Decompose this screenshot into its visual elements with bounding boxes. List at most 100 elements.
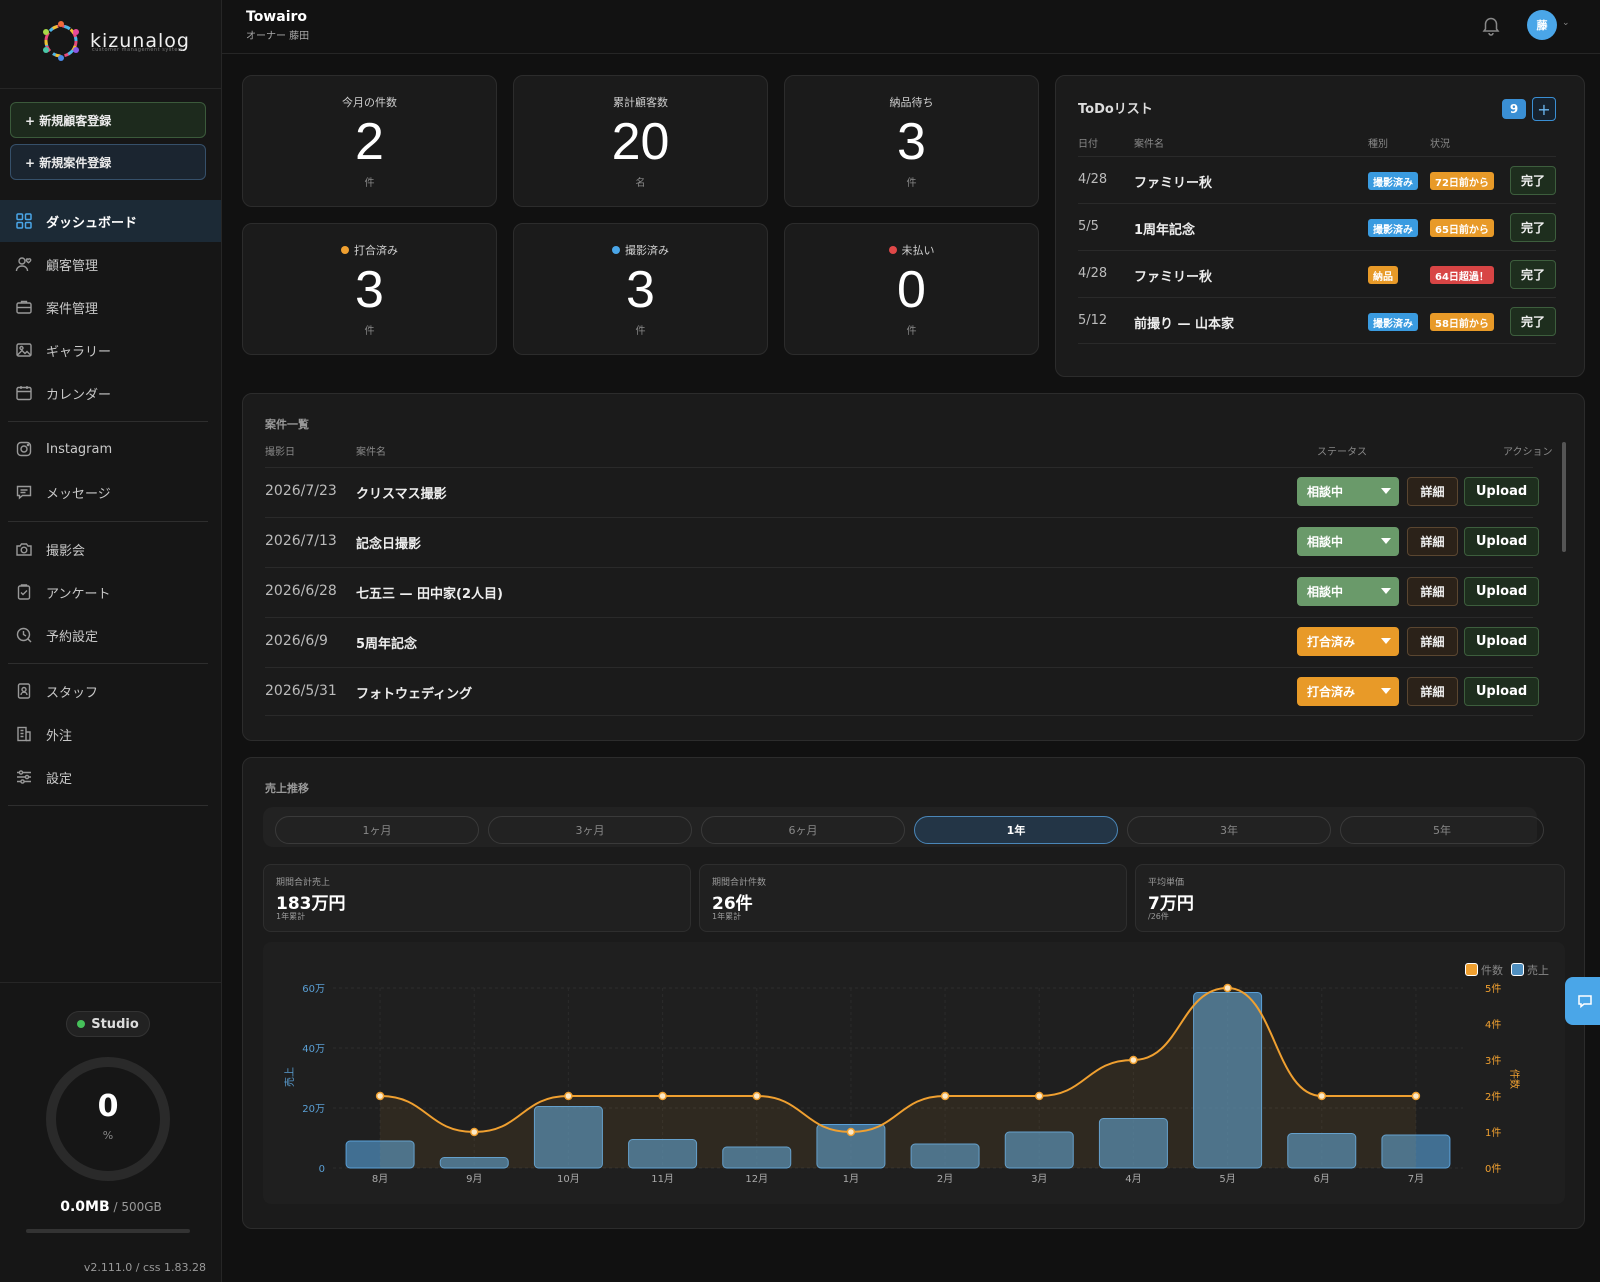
- nav-label: ギャラリー: [46, 344, 112, 360]
- upload-button[interactable]: Upload: [1464, 677, 1539, 706]
- table-row[interactable]: 2026/5/31 フォトウェディング 打合済み 詳細 Upload: [265, 667, 1539, 716]
- period-5y-button[interactable]: 5年: [1340, 816, 1544, 844]
- stat-label: 打合済み: [243, 242, 496, 258]
- status-select[interactable]: 相談中: [1297, 577, 1399, 606]
- new-case-button[interactable]: + 新規案件登録: [10, 144, 206, 180]
- stat-label-text: 未払い: [901, 244, 935, 257]
- stat-unit: 件: [906, 326, 917, 337]
- detail-button[interactable]: 詳細: [1407, 627, 1458, 656]
- detail-button[interactable]: 詳細: [1407, 677, 1458, 706]
- status-value: 相談中: [1307, 585, 1344, 599]
- detail-button[interactable]: 詳細: [1407, 527, 1458, 556]
- stat-card-total-customers: 累計顧客数 20 名: [513, 75, 768, 207]
- period-6m-button[interactable]: 6ヶ月: [701, 816, 905, 844]
- upload-button[interactable]: Upload: [1464, 577, 1539, 606]
- stat-value: 2: [355, 113, 384, 171]
- case-list-scrollbar[interactable]: [1562, 442, 1566, 552]
- bar: [910, 1143, 980, 1169]
- case-name[interactable]: 5周年記念: [356, 637, 418, 652]
- stat-value: 3: [355, 261, 384, 319]
- bar: [722, 1146, 792, 1169]
- todo-title: ToDoリスト: [1078, 102, 1153, 117]
- nav-instagram[interactable]: Instagram: [0, 428, 221, 470]
- case-name[interactable]: 記念日撮影: [356, 537, 422, 552]
- bell-icon[interactable]: [1480, 14, 1502, 36]
- x-tick-label: 2月: [937, 1173, 953, 1185]
- case-date: 2026/5/31: [265, 683, 337, 699]
- upload-button[interactable]: Upload: [1464, 627, 1539, 656]
- storage-percent-unit: %: [102, 1129, 114, 1142]
- chevron-down-icon[interactable]: ⌄: [1562, 18, 1570, 28]
- chat-toggle-button[interactable]: [1565, 977, 1600, 1025]
- nav-booking-settings[interactable]: 予約設定: [0, 614, 221, 656]
- user-role: オーナー 藤田: [246, 31, 310, 42]
- nav-settings[interactable]: 設定: [0, 756, 221, 798]
- table-row[interactable]: 2026/6/9 5周年記念 打合済み 詳細 Upload: [265, 617, 1539, 666]
- nav-customers[interactable]: 顧客管理: [0, 243, 221, 285]
- bar: [1098, 1118, 1168, 1169]
- nav-label: 予約設定: [46, 629, 99, 645]
- todo-row[interactable]: 4/28 ファミリー秋 撮影済み 72日前から 完了: [1078, 156, 1556, 203]
- caret-down-icon: [1381, 538, 1391, 544]
- line-point: [470, 1127, 479, 1137]
- new-customer-button[interactable]: + 新規顧客登録: [10, 102, 206, 138]
- detail-button[interactable]: 詳細: [1407, 577, 1458, 606]
- todo-complete-button[interactable]: 完了: [1510, 213, 1556, 242]
- case-col-date: 撮影日: [265, 447, 295, 458]
- period-3y-button[interactable]: 3年: [1127, 816, 1331, 844]
- status-select[interactable]: 相談中: [1297, 477, 1399, 506]
- stat-label: 未払い: [785, 242, 1038, 258]
- kpi-average-price: 平均単価 7万円 /26件: [1135, 864, 1565, 932]
- y-left-tick: 40万: [302, 1044, 325, 1055]
- todo-complete-button[interactable]: 完了: [1510, 260, 1556, 289]
- period-3m-button[interactable]: 3ヶ月: [488, 816, 692, 844]
- status-select[interactable]: 打合済み: [1297, 677, 1399, 706]
- case-date: 2026/6/28: [265, 583, 337, 599]
- status-select[interactable]: 相談中: [1297, 527, 1399, 556]
- nav-surveys[interactable]: アンケート: [0, 571, 221, 613]
- todo-complete-button[interactable]: 完了: [1510, 307, 1556, 336]
- todo-row[interactable]: 5/5 1周年記念 撮影済み 65日前から 完了: [1078, 203, 1556, 250]
- stat-label: 撮影済み: [514, 242, 767, 258]
- todo-add-button[interactable]: +: [1532, 97, 1556, 121]
- table-row[interactable]: 2026/6/28 七五三 — 田中家(2人目) 相談中 詳細 Upload: [265, 567, 1539, 616]
- nav-divider: [8, 521, 208, 522]
- brand-logo[interactable]: kizunalog: [38, 18, 190, 64]
- line-point: [564, 1091, 573, 1101]
- bar: [1287, 1133, 1357, 1169]
- nav-photo-sessions[interactable]: 撮影会: [0, 528, 221, 570]
- nav-dashboard[interactable]: ダッシュボード: [0, 200, 221, 242]
- nav-staff[interactable]: スタッフ: [0, 670, 221, 712]
- stat-card-unpaid: 未払い 0 件: [784, 223, 1039, 355]
- legend-item-sales[interactable]: 売上: [1511, 962, 1549, 978]
- case-name[interactable]: フォトウェディング: [356, 687, 473, 702]
- period-1m-button[interactable]: 1ヶ月: [275, 816, 479, 844]
- nav-label: 撮影会: [46, 543, 86, 559]
- nav-messages[interactable]: メッセージ: [0, 471, 221, 513]
- status-select[interactable]: 打合済み: [1297, 627, 1399, 656]
- nav-calendar[interactable]: カレンダー: [0, 372, 221, 414]
- y-left-tick: 0: [319, 1164, 325, 1175]
- table-row[interactable]: 2026/7/13 記念日撮影 相談中 詳細 Upload: [265, 517, 1539, 566]
- nav-outsourcing[interactable]: 外注: [0, 713, 221, 755]
- todo-complete-button[interactable]: 完了: [1510, 166, 1556, 195]
- todo-row[interactable]: 5/12 前撮り — 山本家 撮影済み 58日前から 完了: [1078, 297, 1556, 344]
- kpi-sub: 1年累計: [276, 912, 306, 921]
- case-name[interactable]: クリスマス撮影: [356, 487, 447, 502]
- stat-label-text: 今月の件数: [342, 96, 397, 109]
- upload-button[interactable]: Upload: [1464, 527, 1539, 556]
- brand-name: kizunalog: [90, 30, 190, 52]
- case-name[interactable]: 七五三 — 田中家(2人目): [356, 587, 503, 602]
- todo-row[interactable]: 4/28 ファミリー秋 納品 64日超過！ 完了: [1078, 250, 1556, 297]
- nav-cases[interactable]: 案件管理: [0, 286, 221, 328]
- nav-gallery[interactable]: ギャラリー: [0, 329, 221, 371]
- legend-item-count[interactable]: 件数: [1465, 962, 1503, 978]
- todo-col-status: 状況: [1430, 139, 1450, 150]
- avatar[interactable]: 藤: [1527, 10, 1557, 40]
- legend-label: 売上: [1527, 964, 1549, 977]
- y-right-tick: 5件: [1485, 983, 1501, 995]
- table-row[interactable]: 2026/7/23 クリスマス撮影 相談中 詳細 Upload: [265, 467, 1539, 516]
- detail-button[interactable]: 詳細: [1407, 477, 1458, 506]
- period-1y-button[interactable]: 1年: [914, 816, 1118, 844]
- upload-button[interactable]: Upload: [1464, 477, 1539, 506]
